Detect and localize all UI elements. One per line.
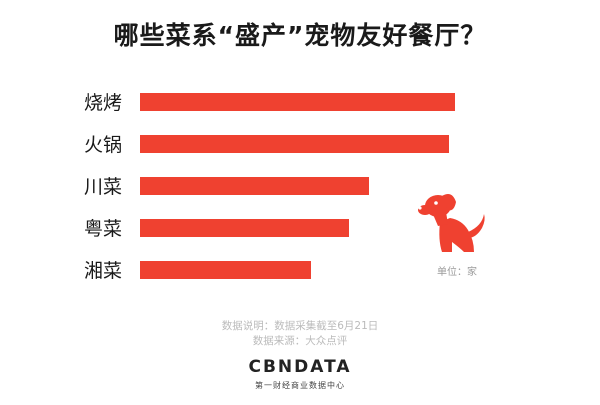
- bar: [140, 177, 369, 195]
- unit-label: 单位：家: [437, 267, 477, 278]
- chart-title: 哪些菜系“盛产”宠物友好餐厅？: [113, 21, 487, 50]
- category-label: 粤菜: [84, 218, 122, 240]
- bar: [140, 135, 449, 153]
- category-label: 川菜: [84, 176, 122, 198]
- category-label: 湘菜: [84, 260, 122, 282]
- bar: [140, 261, 311, 279]
- data-note: 数据说明：数据采集截至6月21日: [221, 320, 379, 332]
- data-source: 数据来源：大众点评: [252, 335, 348, 347]
- dog-icon: [416, 182, 492, 262]
- category-label: 烧烤: [84, 92, 122, 114]
- bar: [140, 219, 349, 237]
- category-label: 火锅: [84, 134, 122, 156]
- bar: [140, 93, 455, 111]
- brand-tagline: 第一财经商业数据中心: [255, 381, 345, 390]
- brand-logo: CBNDATA: [248, 357, 352, 377]
